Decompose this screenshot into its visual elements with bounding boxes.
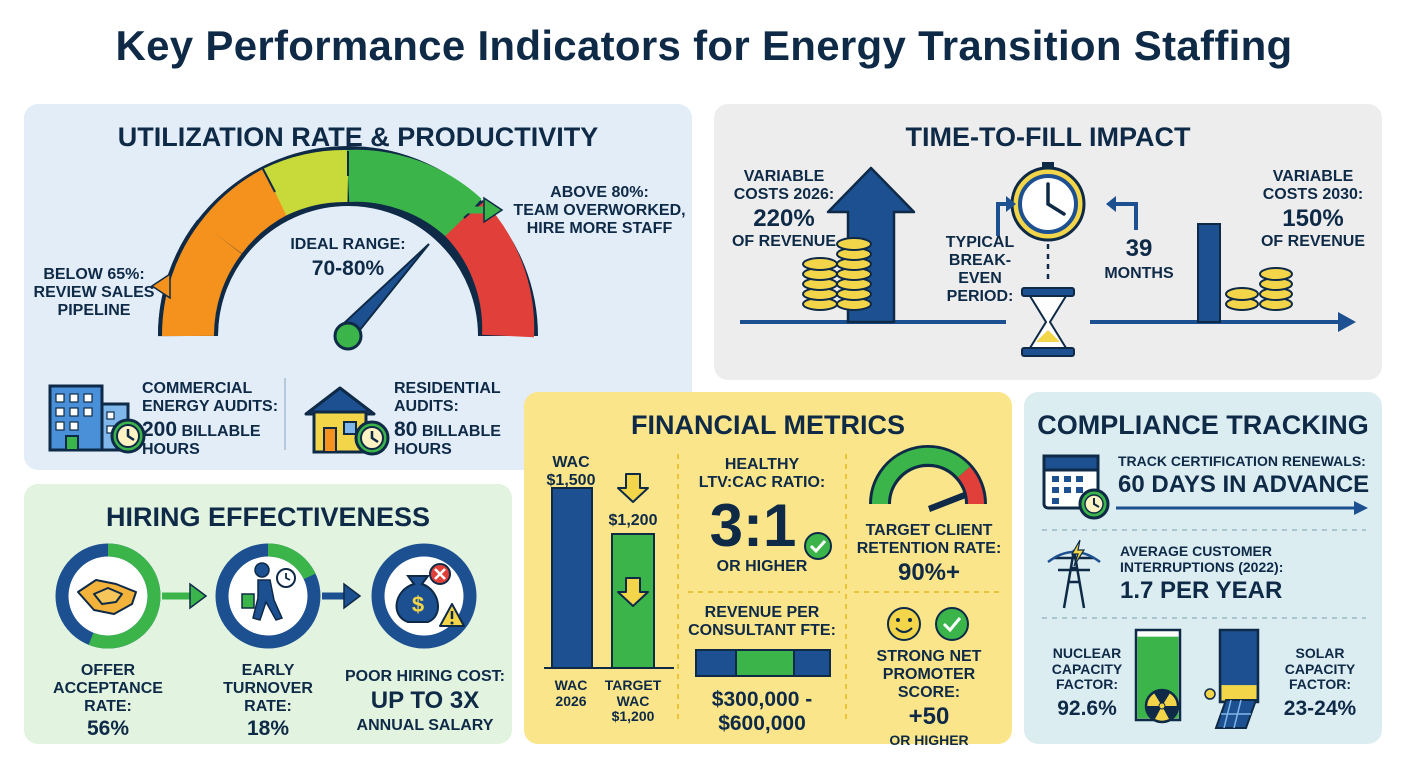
- interruptions-label: AVERAGE CUSTOMER INTERRUPTIONS (2022):: [1120, 543, 1284, 575]
- renewals-label: TRACK CERTIFICATION RENEWALS:: [1118, 453, 1366, 469]
- power-tower-icon: [1047, 539, 1101, 609]
- hiring-title: HIRING EFFECTIVENESS: [105, 502, 431, 532]
- time-to-fill-title: TIME-TO-FILL IMPACT: [905, 122, 1191, 152]
- revenue-per-fte-value: $300,000 - $600,000: [711, 688, 813, 735]
- clock-icon: [1010, 162, 1086, 242]
- offer-acceptance-label: OFFER ACCEPTANCE RATE: 56%: [53, 662, 163, 740]
- break-even-label: TYPICAL BREAK-EVEN PERIOD:: [945, 234, 1015, 305]
- compliance-graphic: [1042, 454, 1368, 729]
- above-threshold-label: ABOVE 80%: TEAM OVERWORKED, HIRE MORE ST…: [513, 184, 686, 237]
- renewals-value: 60 DAYS IN ADVANCE: [1118, 471, 1370, 498]
- variable-costs-2030: VARIABLE COSTS 2030: 150% OF REVENUE: [1260, 168, 1365, 250]
- compliance-title: COMPLIANCE TRACKING: [1037, 410, 1369, 440]
- audits-divider: [284, 378, 286, 450]
- wac-bar: [551, 487, 593, 669]
- nps-block: STRONG NET PROMOTER SCORE: +50 OR HIGHER: [876, 648, 982, 748]
- utilization-gauge: [150, 146, 538, 351]
- ideal-range-label: IDEAL RANGE: 70-80%: [290, 236, 406, 280]
- svg-text:$: $: [412, 592, 424, 617]
- house-icon: [304, 386, 390, 456]
- interruptions-value: 1.7 PER YEAR: [1120, 577, 1283, 604]
- down-arrow-icon: [617, 473, 649, 607]
- retention-block: TARGET CLIENT RETENTION RATE: 90%+: [856, 522, 1002, 586]
- hiring-panel: HIRING EFFECTIVENESS $: [24, 484, 512, 744]
- radiation-icon: [1144, 688, 1180, 724]
- walking-person-icon: [241, 562, 296, 621]
- financial-title: FINANCIAL METRICS: [631, 410, 905, 440]
- commercial-hours-value: 200: [142, 417, 178, 441]
- hiring-graphic: $: [55, 543, 477, 649]
- check-icon: [804, 532, 832, 560]
- gauge-icon: [869, 445, 987, 512]
- turnover-rate-label: EARLY TURNOVER RATE: 18%: [223, 662, 313, 740]
- variable-costs-2026: VARIABLE COSTS 2026: 220% OF REVENUE: [731, 168, 836, 250]
- compliance-panel: COMPLIANCE TRACKING: [1024, 392, 1382, 744]
- time-to-fill-panel: TIME-TO-FILL IMPACT VARIABLE COSTS 2026:…: [714, 104, 1382, 380]
- turnover-rate-arc: [267, 543, 316, 580]
- coin-stack-icon: [802, 237, 872, 311]
- break-even-months: 39 MONTHS: [1104, 235, 1174, 282]
- wac-top-label: WAC $1,500: [546, 454, 596, 489]
- solar-capacity-label: SOLAR CAPACITY FACTOR: 23-24%: [1283, 645, 1357, 721]
- target-top-value: $1,200: [608, 512, 658, 529]
- calendar-icon: [1042, 454, 1110, 520]
- handshake-icon: [77, 579, 137, 615]
- smiley-icon: [887, 607, 921, 641]
- solar-panel-icon: [1204, 688, 1258, 729]
- poor-hiring-cost-label: POOR HIRING COST: UP TO 3x ANNUAL SALARY: [344, 668, 505, 734]
- office-building-icon: [48, 384, 146, 454]
- wac-2026-label: WAC 2026: [554, 677, 588, 709]
- ltv-cac-block: HEALTHY LTV:CAC RATIO: 3:1 OR HIGHER: [684, 456, 840, 576]
- revenue-per-fte-label: REVENUE PER CONSULTANT FTE:: [688, 604, 836, 639]
- financial-panel: FINANCIAL METRICS: [524, 392, 1012, 747]
- hourglass-icon: [1021, 287, 1075, 357]
- nuclear-capacity-label: NUCLEAR CAPACITY FACTOR: 92.6%: [1051, 645, 1123, 721]
- utilization-panel: UTILIZATION RATE & PRODUCTIVITY BELOW 65…: [24, 104, 692, 470]
- target-wac-label: TARGET WAC $1,200: [604, 677, 662, 725]
- financial-graphic: [544, 445, 1002, 722]
- time-to-fill-graphic: [740, 162, 1356, 357]
- residential-audits-label: RESIDENTIAL AUDITS: 80 BILLABLE HOURS: [394, 380, 501, 459]
- money-bag-icon: $: [395, 575, 439, 623]
- commercial-audits-label: COMMERCIAL ENERGY AUDITS: 200 BILLABLE H…: [142, 380, 279, 459]
- offer-acceptance-arc: [88, 543, 161, 649]
- ltv-cac-value: 3:1: [709, 491, 797, 559]
- below-threshold-label: BELOW 65%: REVIEW SALES PIPELINE: [33, 266, 155, 319]
- page-title: Key Performance Indicators for Energy Tr…: [115, 22, 1293, 69]
- residential-hours-value: 80: [394, 417, 418, 441]
- warning-icon: [439, 603, 465, 627]
